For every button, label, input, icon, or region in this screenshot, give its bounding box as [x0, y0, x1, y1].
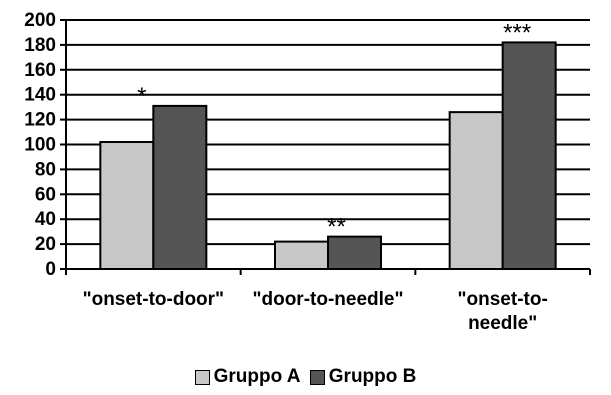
significance-label: * [137, 83, 146, 110]
y-tick-label: 180 [24, 35, 56, 56]
x-category-label: "door-to-needle" [252, 289, 403, 310]
significance-label: ** [327, 214, 346, 241]
significance-label: *** [503, 19, 531, 46]
y-tick-label: 40 [35, 209, 56, 230]
legend-label-gruppo-a: Gruppo A [213, 366, 301, 387]
y-tick-label: 120 [24, 110, 56, 131]
y-tick-label: 60 [35, 184, 56, 205]
bar-gruppo-a [99, 141, 155, 270]
bar-gruppo-b [327, 235, 382, 271]
y-tick-label: 140 [24, 85, 56, 106]
bar-gruppo-a [274, 240, 329, 270]
legend-swatch-gruppo-a [194, 369, 210, 385]
legend-item-gruppo-a: Gruppo A [194, 366, 301, 388]
bar-gruppo-b [501, 41, 557, 270]
y-tick-label: 0 [45, 259, 56, 280]
legend-swatch-gruppo-b [309, 369, 325, 385]
y-tick-label: 20 [35, 234, 56, 255]
x-category-label: needle" [468, 313, 537, 334]
x-category-label: "onset-to-door" [83, 289, 225, 310]
legend-label-gruppo-b: Gruppo B [328, 366, 417, 387]
y-tick-label: 160 [24, 60, 56, 81]
bar-gruppo-b [152, 104, 208, 270]
y-tick-label: 80 [35, 159, 56, 180]
y-tick-label: 200 [24, 10, 56, 31]
bar-gruppo-a [448, 111, 504, 270]
legend-item-gruppo-b: Gruppo B [309, 366, 417, 388]
y-tick-label: 100 [24, 135, 56, 156]
legend: Gruppo A Gruppo B [0, 366, 611, 391]
x-category-label: "onset-to- [458, 289, 548, 310]
